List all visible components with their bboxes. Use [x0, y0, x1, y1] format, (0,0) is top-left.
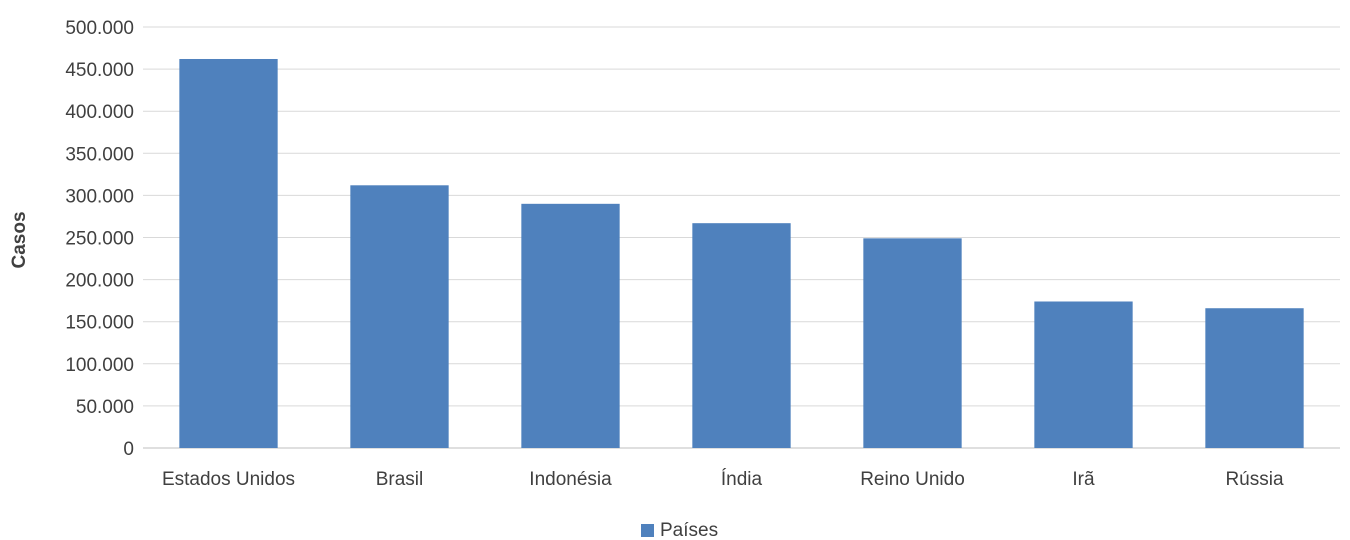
y-tick-label: 350.000 [65, 144, 134, 165]
bar [1034, 301, 1133, 448]
y-tick-label: 500.000 [65, 18, 134, 39]
x-tick-label: Rússia [1225, 469, 1284, 490]
y-tick-label: 250.000 [65, 229, 134, 250]
bar [179, 58, 278, 448]
x-tick-label: Reino Unido [860, 469, 965, 490]
bar [1205, 308, 1304, 448]
bar [521, 203, 620, 448]
bar [692, 223, 791, 448]
y-tick-label: 50.000 [76, 397, 134, 418]
x-tick-label: Brasil [376, 469, 424, 490]
y-tick-label: 300.000 [65, 186, 134, 207]
x-axis-labels: Estados Unidos Brasil Indonésia Índia Reino … [162, 469, 1284, 490]
bar [863, 238, 962, 448]
bars [179, 58, 1304, 448]
x-tick-label: Estados Unidos [162, 469, 295, 490]
y-axis-ticks: 0 50.000 100.000 150.000 200.000 250.000 300.0… [65, 18, 134, 460]
legend: Países [641, 520, 718, 540]
y-tick-label: 150.000 [65, 313, 134, 334]
bar [350, 185, 449, 448]
x-tick-label: Irã [1072, 469, 1095, 490]
legend-label: Países [660, 520, 718, 540]
y-tick-label: 0 [123, 439, 134, 460]
x-tick-label: Índia [721, 469, 763, 490]
y-tick-label: 450.000 [65, 60, 134, 81]
y-axis-label: Casos [9, 211, 30, 268]
y-tick-label: 100.000 [65, 355, 134, 376]
y-tick-label: 200.000 [65, 271, 134, 292]
y-tick-label: 400.000 [65, 102, 134, 123]
legend-swatch [641, 524, 654, 537]
x-tick-label: Indonésia [529, 469, 612, 490]
